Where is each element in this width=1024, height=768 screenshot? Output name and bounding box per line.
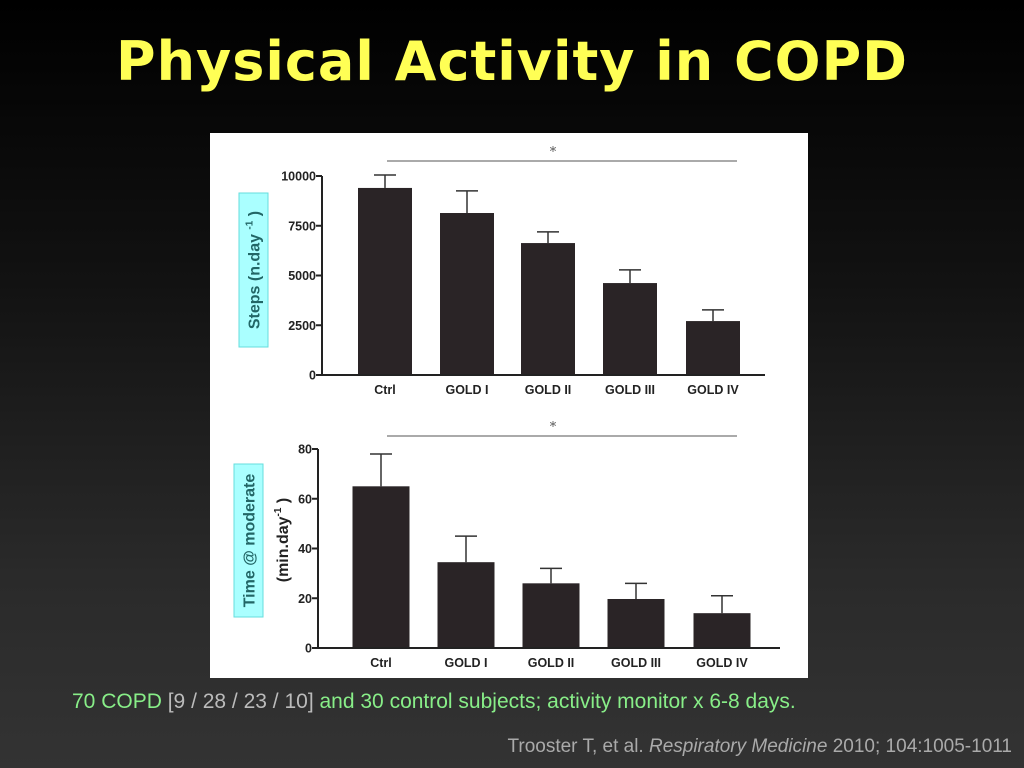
y-axis-label: Steps (n.day -1 ) <box>245 211 264 329</box>
y-tick-label: 0 <box>305 642 312 656</box>
y-tick-label: 80 <box>298 443 312 457</box>
bar <box>693 613 751 648</box>
category-label: GOLD III <box>611 656 661 670</box>
y-tick-label: 7500 <box>288 219 316 233</box>
category-label: GOLD I <box>445 383 488 397</box>
bar <box>352 486 410 648</box>
y-axis-label-close: ) <box>247 211 264 221</box>
y-tick-label: 10000 <box>281 170 316 184</box>
category-label: Ctrl <box>370 656 392 670</box>
steps-chart: Ctrl GOLD I GOLD II GOLD III GOLD IV 0 2500 500… <box>238 145 765 397</box>
slide-title: Physical Activity in COPD <box>116 30 908 93</box>
category-label: GOLD I <box>444 656 487 670</box>
y-axis-label-units-text: (min.day <box>275 516 292 582</box>
bar <box>607 598 665 648</box>
category-label: GOLD IV <box>687 383 739 397</box>
y-axis-label-text: Steps (n.day <box>247 230 264 330</box>
y-tick-label: 60 <box>298 492 312 506</box>
study-details: and 30 control subjects; activity monito… <box>319 690 796 713</box>
citation: Trooster T, et al. Respiratory Medicine … <box>507 736 1012 758</box>
y-axis-label-units: (min.day-1 ) <box>273 498 292 582</box>
bar <box>358 187 412 375</box>
y-tick-label: 0 <box>309 369 316 383</box>
category-label: GOLD II <box>525 383 572 397</box>
citation-journal: Respiratory Medicine <box>648 736 828 757</box>
y-tick-label: 5000 <box>288 269 316 283</box>
study-summary: 70 COPD [9 / 28 / 23 / 10] and 30 contro… <box>72 690 796 714</box>
bar <box>522 583 580 648</box>
time-moderate-chart: Ctrl GOLD I GOLD II GOLD III GOLD IV 0 20 40 60 8… <box>233 420 780 670</box>
y-label-box <box>238 192 269 348</box>
gold-distribution: [9 / 28 / 23 / 10] <box>167 690 314 713</box>
significance-marker: * <box>550 145 557 160</box>
y-tick-label: 40 <box>298 542 312 556</box>
citation-authors: Trooster T, et al. <box>507 736 644 757</box>
y-axis-label-sup: -1 <box>245 220 256 229</box>
significance-marker: * <box>550 420 557 435</box>
y-tick-label: 2500 <box>288 319 316 333</box>
bar <box>521 243 575 375</box>
y-axis-label: Time @ moderate <box>242 474 259 608</box>
category-label: GOLD II <box>528 656 575 670</box>
bar <box>440 213 494 375</box>
citation-details: 2010; 104:1005-1011 <box>832 736 1012 757</box>
y-label-box <box>233 463 264 618</box>
category-label: GOLD III <box>605 383 655 397</box>
copd-count: 70 COPD <box>72 690 162 713</box>
y-tick-label: 20 <box>298 592 312 606</box>
bar <box>603 283 657 375</box>
y-axis-label-sup: -1 <box>273 507 284 516</box>
chart-panel <box>210 133 808 678</box>
bar <box>437 562 495 648</box>
category-label: GOLD IV <box>696 656 748 670</box>
bar <box>686 321 740 375</box>
y-axis-label-close: ) <box>275 498 292 508</box>
category-label: Ctrl <box>374 383 396 397</box>
